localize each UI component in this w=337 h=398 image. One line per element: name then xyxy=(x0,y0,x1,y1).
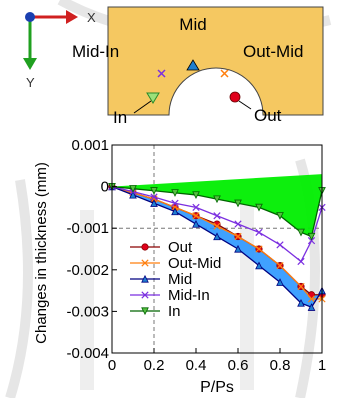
legend-label: Out xyxy=(168,239,193,256)
data-point xyxy=(297,228,305,237)
data-point xyxy=(276,278,284,286)
legend-entry-out-mid: Out-Mid xyxy=(130,255,221,272)
legend-label: In xyxy=(168,303,181,320)
y-tick-label: -0.004 xyxy=(66,345,109,362)
data-point xyxy=(213,222,221,230)
x-axis-label: P/Ps xyxy=(200,379,234,396)
legend-swatch-marker xyxy=(141,243,149,251)
data-point xyxy=(192,219,200,228)
data-point xyxy=(276,262,284,270)
specimen-diagram: X Y Mid Mid-In Out-Mid In Out xyxy=(23,6,324,127)
specimen-plate xyxy=(107,6,324,116)
data-point xyxy=(192,203,200,212)
coordinate-axes: X Y xyxy=(23,10,96,90)
data-point xyxy=(255,228,263,236)
data-point xyxy=(234,232,242,241)
plot-frame xyxy=(111,144,323,354)
axis-y-label: Y xyxy=(26,75,35,90)
data-point xyxy=(129,190,137,199)
mid-band xyxy=(112,186,322,308)
label-in: In xyxy=(113,108,127,127)
in-point-marker xyxy=(146,92,160,104)
legend-entry-out: Out xyxy=(130,239,193,256)
data-point xyxy=(307,303,316,311)
data-point xyxy=(234,220,242,228)
legend-entry-mid-in: Mid-In xyxy=(130,287,210,304)
data-point xyxy=(150,193,158,201)
y-tick-label: -0.002 xyxy=(66,262,109,279)
data-point xyxy=(192,212,200,220)
axis-ticks: 0 0.2 0.4 0.6 0.8 1 0.001 0 -0.001 -0.002 -0.003 -0… xyxy=(66,137,326,374)
label-mid: Mid xyxy=(179,15,206,34)
axis-x-label: X xyxy=(87,10,96,25)
data-point xyxy=(255,261,263,270)
y-tick-label: -0.001 xyxy=(66,220,109,237)
data-point xyxy=(213,232,221,241)
legend-swatch-marker xyxy=(141,259,149,267)
data-point xyxy=(213,212,221,220)
legend-label: Out-Mid xyxy=(168,255,221,272)
data-point xyxy=(307,232,316,241)
thickness-change-chart: 0 0.2 0.4 0.6 0.8 1 0.001 0 -0.001 -0.002 -0.003 -0… xyxy=(33,137,326,396)
legend-label: Mid-In xyxy=(168,287,210,304)
legend-entry-mid: Mid xyxy=(130,271,192,288)
data-point xyxy=(234,244,242,253)
x-tick-label: 0.8 xyxy=(270,357,291,374)
out-point-marker xyxy=(229,91,241,103)
x-tick-label: 0 xyxy=(108,357,116,374)
data-point xyxy=(171,189,179,197)
data-point xyxy=(171,207,179,216)
legend-label: Mid xyxy=(168,271,192,288)
y-axis-label: Changes in thickness (mm) xyxy=(33,162,50,344)
data-point xyxy=(276,241,284,249)
x-tick-label: 1 xyxy=(318,357,326,374)
data-point xyxy=(307,237,316,245)
x-tick-label: 0.4 xyxy=(186,357,207,374)
data-point xyxy=(171,199,179,207)
legend-entry-in: In xyxy=(130,303,181,320)
series-mid-in xyxy=(108,182,326,266)
data-point xyxy=(234,199,242,208)
data-point xyxy=(297,298,305,307)
label-out-mid: Out-Mid xyxy=(243,42,303,61)
data-point xyxy=(276,212,284,220)
legend-swatch-marker xyxy=(141,291,149,299)
label-mid-in: Mid-In xyxy=(72,42,119,61)
mid-point-marker xyxy=(186,59,200,71)
out-mid-point-marker xyxy=(220,69,229,78)
series-line xyxy=(111,185,323,263)
x-tick-label: 0.6 xyxy=(228,357,249,374)
y-tick-label: -0.003 xyxy=(66,303,109,320)
label-out: Out xyxy=(254,106,282,125)
data-point xyxy=(297,282,305,291)
legend-swatch-marker xyxy=(141,274,149,283)
data-point xyxy=(213,195,221,204)
y-tick-label: 0.001 xyxy=(71,137,109,154)
mid-in-point-marker xyxy=(157,69,166,78)
series-line xyxy=(111,185,323,238)
x-tick-label: 0.2 xyxy=(144,357,165,374)
data-point xyxy=(297,257,305,266)
legend-swatch-marker xyxy=(141,307,149,316)
in-band xyxy=(112,174,322,237)
data-point xyxy=(150,187,158,195)
shaded-bands xyxy=(112,174,322,308)
data-point xyxy=(307,295,316,303)
data-point xyxy=(129,185,137,193)
data-point xyxy=(255,203,263,212)
data-point xyxy=(150,199,158,207)
data-point xyxy=(192,191,200,200)
data-point xyxy=(255,245,263,253)
y-tick-label: 0 xyxy=(101,179,109,196)
